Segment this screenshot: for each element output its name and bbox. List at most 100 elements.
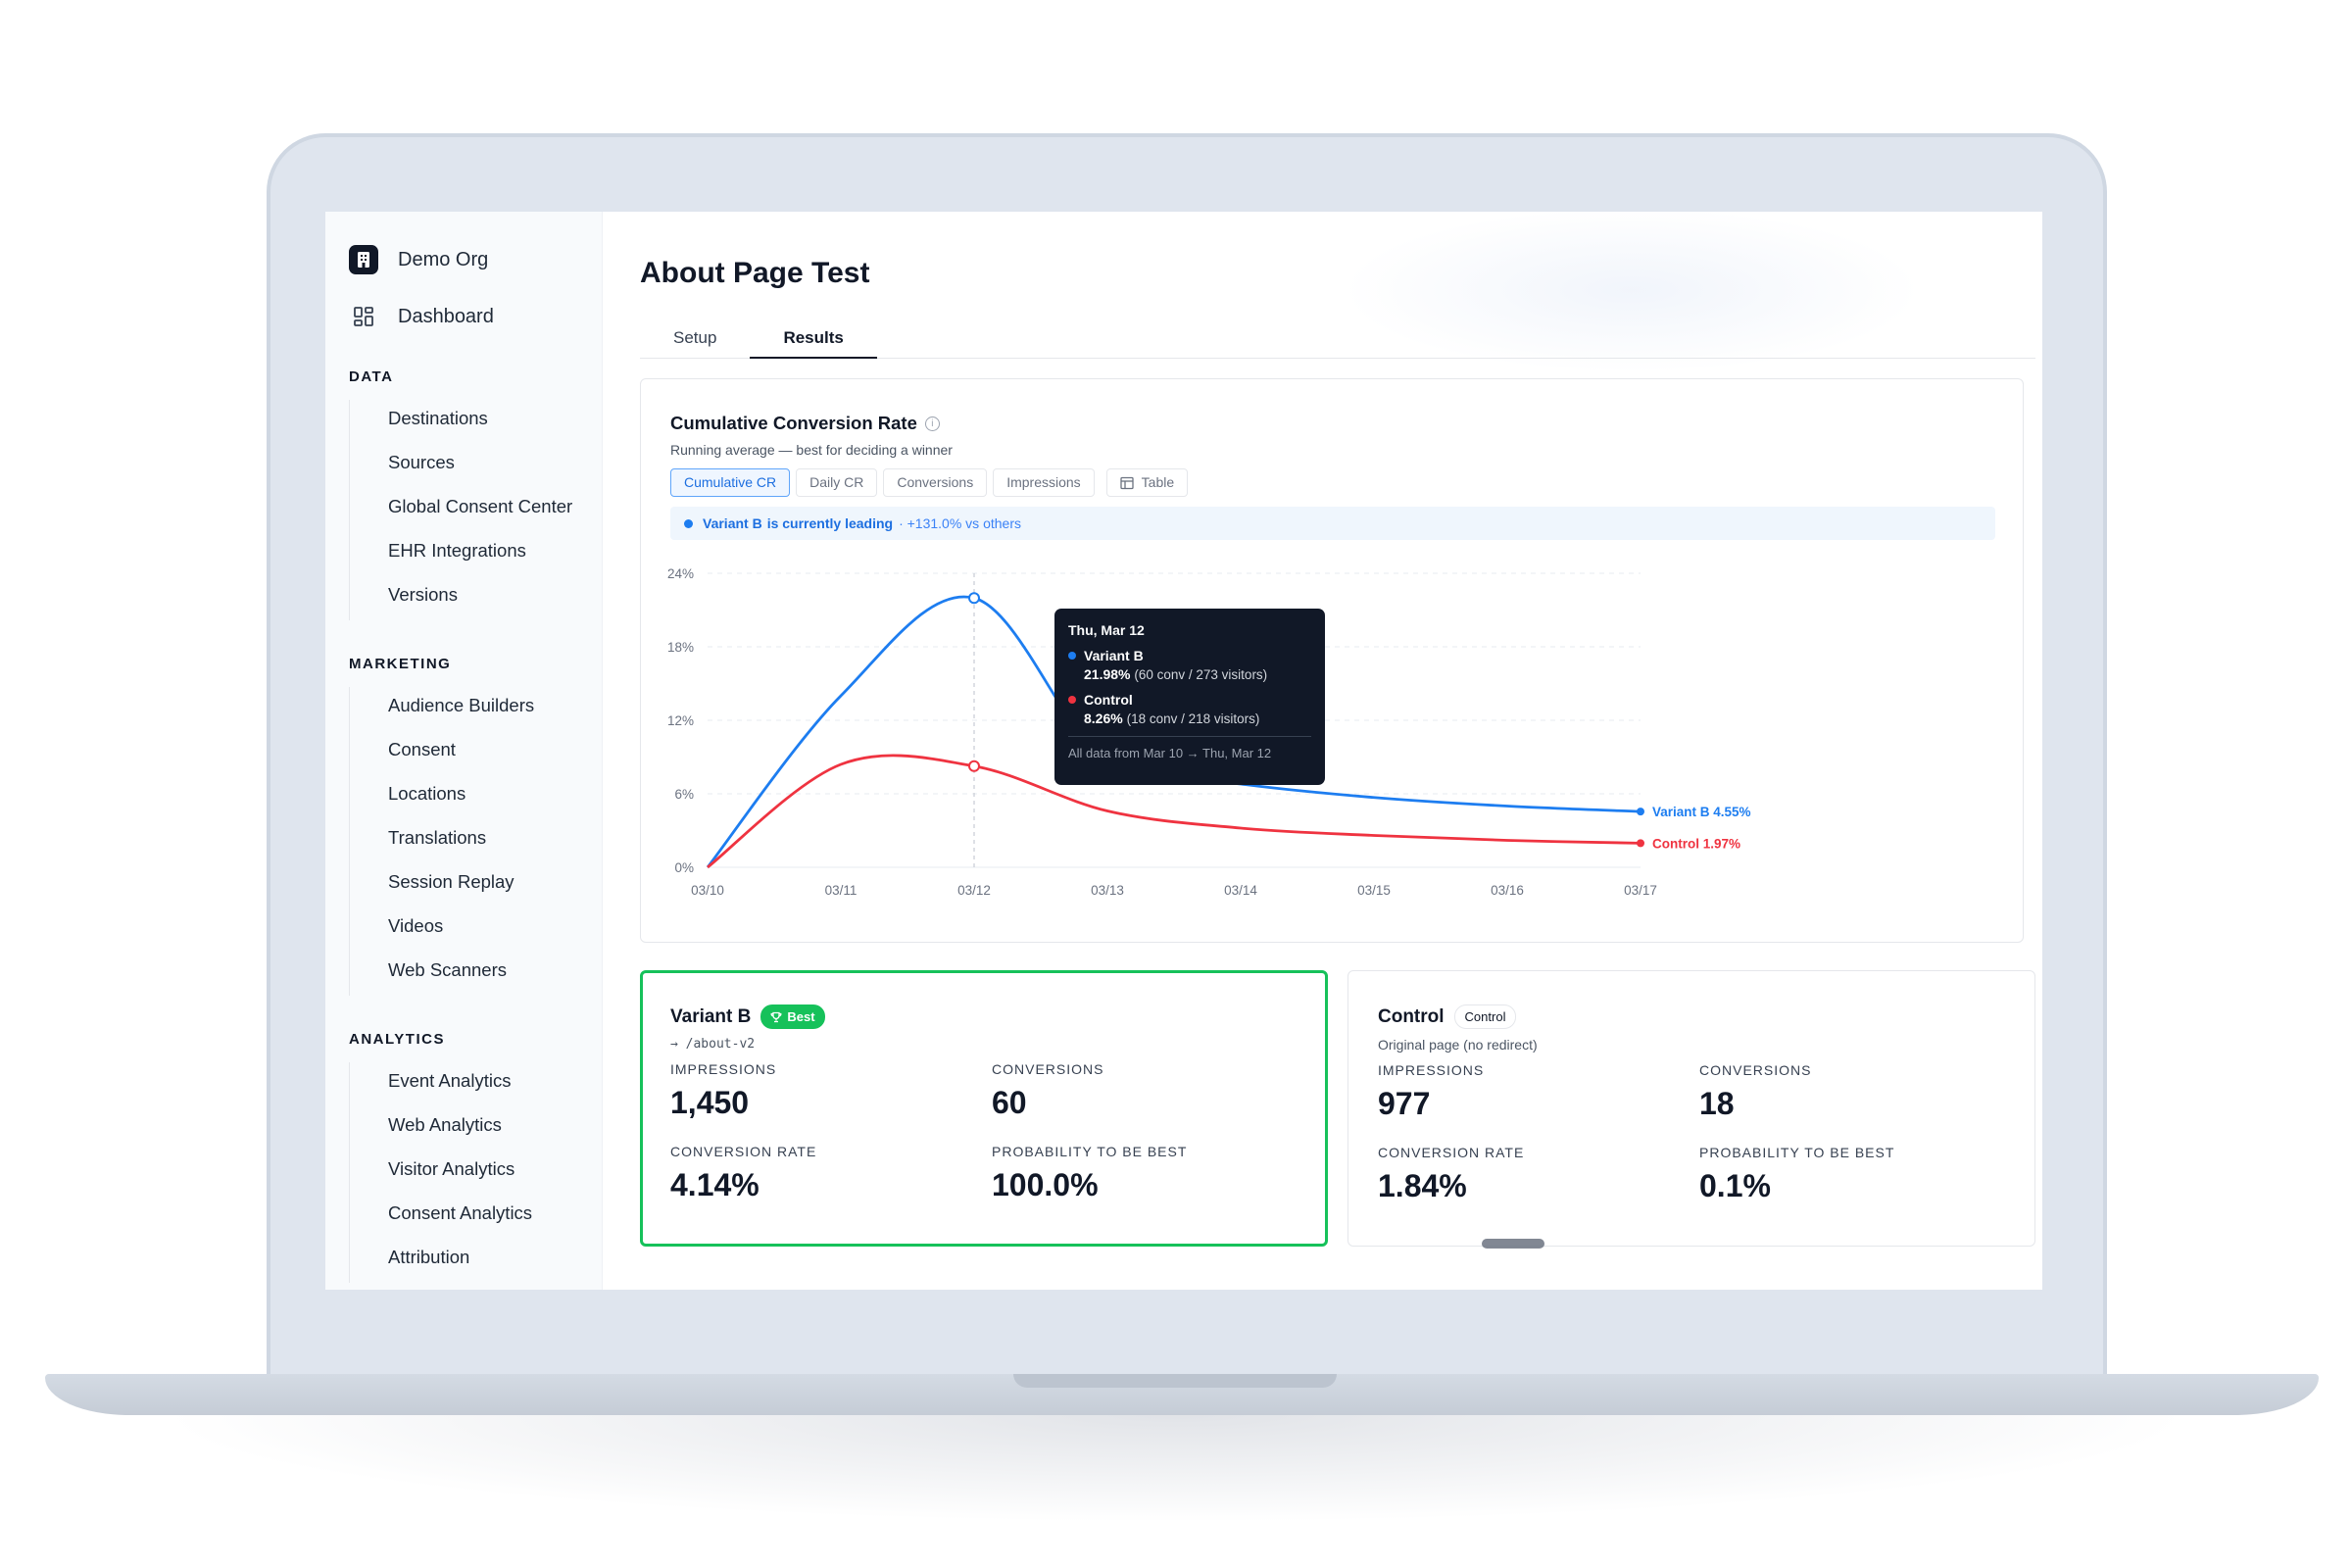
x-tick-label: 03/14: [1224, 883, 1257, 898]
sidebar-item-dashboard[interactable]: Dashboard: [349, 300, 602, 333]
nav-list: Audience Builders Consent Locations Transla…: [349, 687, 602, 996]
laptop-notch: [1013, 1374, 1337, 1388]
page-tabs: Setup Results: [640, 318, 2035, 359]
x-tick-label: 03/17: [1624, 883, 1657, 898]
leader-delta: · +131.0% vs others: [899, 515, 1021, 531]
sidebar-item-destinations[interactable]: Destinations: [388, 408, 488, 428]
chart-tab-table[interactable]: Table: [1105, 468, 1189, 497]
series-dot-icon: [1068, 652, 1076, 660]
stat-label: CONVERSIONS: [992, 1061, 1104, 1077]
sidebar-item-attribution[interactable]: Attribution: [388, 1247, 470, 1267]
sidebar-item-ehr-integrations[interactable]: EHR Integrations: [388, 540, 526, 561]
sidebar-item-global-consent-center[interactable]: Global Consent Center: [388, 496, 573, 516]
x-tick-label: 03/15: [1357, 883, 1391, 898]
chart-tab-daily-cr[interactable]: Daily CR: [796, 468, 878, 497]
sidebar-item-event-analytics[interactable]: Event Analytics: [388, 1070, 512, 1091]
tooltip-footer: All data from Mar 10 → Thu, Mar 12: [1068, 736, 1311, 760]
nav-section-analytics: ANALYTICS Event Analytics Web Analytics Vis…: [349, 1029, 602, 1283]
tooltip-detail: (18 conv / 218 visitors): [1126, 711, 1260, 726]
end-label-variant-b: Variant B 4.55%: [1652, 805, 1751, 819]
stat-label: IMPRESSIONS: [1378, 1062, 1485, 1078]
sidebar-item-videos[interactable]: Videos: [388, 915, 444, 936]
chart-title: Cumulative Conversion Rate: [670, 413, 917, 433]
series-line-control: [707, 754, 1642, 869]
y-tick-label: 18%: [667, 640, 694, 655]
chart-tab-cumulative-cr[interactable]: Cumulative CR: [670, 468, 791, 497]
scroll-indicator[interactable]: [1482, 1239, 1544, 1249]
tab-setup[interactable]: Setup: [673, 328, 717, 347]
best-badge: Best: [760, 1004, 825, 1029]
end-point-control: [1637, 839, 1644, 848]
x-tick-label: 03/12: [957, 883, 991, 898]
y-tick-label: 24%: [667, 566, 694, 581]
nav-list: Event Analytics Web Analytics Visitor Anal…: [349, 1062, 602, 1283]
main-content: About Page Test Setup Results Cumulative…: [603, 212, 2042, 1290]
org-switcher[interactable]: Demo Org: [349, 243, 602, 276]
chart-title-row: Cumulative Conversion Rate i: [670, 413, 1993, 434]
variant-card-control[interactable]: Control Control Original page (no redire…: [1348, 970, 2035, 1247]
chart-tooltip: Thu, Mar 12 Variant B 21.98% (60 conv / …: [1054, 609, 1325, 785]
building-icon: [349, 245, 378, 274]
chart-tab-table-label: Table: [1141, 474, 1175, 490]
tooltip-series-name: Variant B: [1084, 648, 1144, 663]
sidebar-item-web-scanners[interactable]: Web Scanners: [388, 959, 507, 980]
sidebar-item-sources[interactable]: Sources: [388, 452, 455, 472]
sidebar-item-translations[interactable]: Translations: [388, 827, 487, 848]
laptop-shadow: [157, 1415, 2195, 1523]
stat-label: PROBABILITY TO BE BEST: [992, 1144, 1188, 1159]
end-point-variant-b: [1637, 808, 1644, 816]
sidebar-item-visitor-analytics[interactable]: Visitor Analytics: [388, 1158, 515, 1179]
y-tick-label: 12%: [667, 713, 694, 728]
table-icon: [1120, 476, 1134, 489]
chart-view-tabs: Cumulative CR Daily CR Conversions Impre…: [670, 468, 1993, 497]
nav-section-data: DATA Destinations Sources Global Consent Ce…: [349, 367, 602, 620]
nav-list: Destinations Sources Global Consent Center…: [349, 400, 602, 620]
x-tick-label: 03/13: [1091, 883, 1124, 898]
variant-card-b[interactable]: Variant B Best → /about-v2 IMPRESSIONS 1,…: [640, 970, 1328, 1247]
leader-variant-name: Variant B: [703, 515, 762, 531]
sidebar-item-versions[interactable]: Versions: [388, 584, 458, 605]
conversion-rate-value: 4.14%: [670, 1167, 760, 1202]
dashboard-grid-icon: [349, 302, 378, 331]
sidebar-item-session-replay[interactable]: Session Replay: [388, 871, 514, 892]
sidebar-item-consent[interactable]: Consent: [388, 739, 456, 760]
tooltip-value: 8.26%: [1084, 710, 1123, 726]
line-chart: 0% 6% 12% 18% 24% 03/10 03/11 03/12 03/13 03/14 03…: [667, 566, 1751, 898]
tooltip-detail: (60 conv / 273 visitors): [1134, 667, 1268, 682]
leader-banner: Variant B is currently leading · +131.0%…: [670, 507, 1995, 540]
probability-value: 100.0%: [992, 1167, 1099, 1202]
best-badge-label: Best: [787, 1009, 815, 1024]
sidebar-item-consent-analytics[interactable]: Consent Analytics: [388, 1202, 533, 1223]
sidebar-item-locations[interactable]: Locations: [388, 783, 466, 804]
nav-section-heading: ANALYTICS: [349, 1031, 445, 1048]
stat-label: CONVERSION RATE: [1378, 1145, 1525, 1160]
probability-value: 0.1%: [1699, 1168, 1771, 1203]
y-tick-label: 0%: [674, 860, 694, 875]
sidebar: Demo Org Dashboard DATA Destinations Sourc…: [325, 212, 603, 1290]
tooltip-value: 21.98%: [1084, 666, 1131, 682]
nav-section-marketing: MARKETING Audience Builders Consent Locatio…: [349, 654, 602, 996]
stat-label: CONVERSIONS: [1699, 1062, 1812, 1078]
tab-results[interactable]: Results: [750, 318, 878, 359]
leader-dot-icon: [684, 518, 693, 528]
impressions-value: 977: [1378, 1086, 1431, 1121]
nav-section-heading: DATA: [349, 368, 394, 385]
org-name: Demo Org: [398, 248, 489, 270]
chart-tab-conversions[interactable]: Conversions: [883, 468, 988, 497]
page-title: About Page Test: [640, 257, 870, 289]
control-badge: Control: [1453, 1004, 1517, 1029]
stat-label: PROBABILITY TO BE BEST: [1699, 1145, 1895, 1160]
sidebar-item-web-analytics[interactable]: Web Analytics: [388, 1114, 502, 1135]
tooltip-date: Thu, Mar 12: [1068, 622, 1145, 638]
conversion-rate-value: 1.84%: [1378, 1168, 1467, 1203]
info-icon[interactable]: i: [924, 416, 940, 431]
conversions-value: 60: [992, 1085, 1027, 1120]
leader-text: is currently leading: [766, 515, 894, 531]
chart-tab-impressions[interactable]: Impressions: [993, 468, 1095, 497]
chart-subtitle: Running average — best for deciding a wi…: [670, 442, 953, 458]
sidebar-item-audience-builders[interactable]: Audience Builders: [388, 695, 535, 715]
chart-card: Cumulative Conversion Rate i Running ave…: [640, 378, 2024, 943]
tooltip-series-name: Control: [1084, 692, 1133, 708]
tooltip-row-control: Control 8.26% (18 conv / 218 visitors): [1068, 692, 1311, 726]
hover-point-variant-b: [968, 592, 980, 605]
